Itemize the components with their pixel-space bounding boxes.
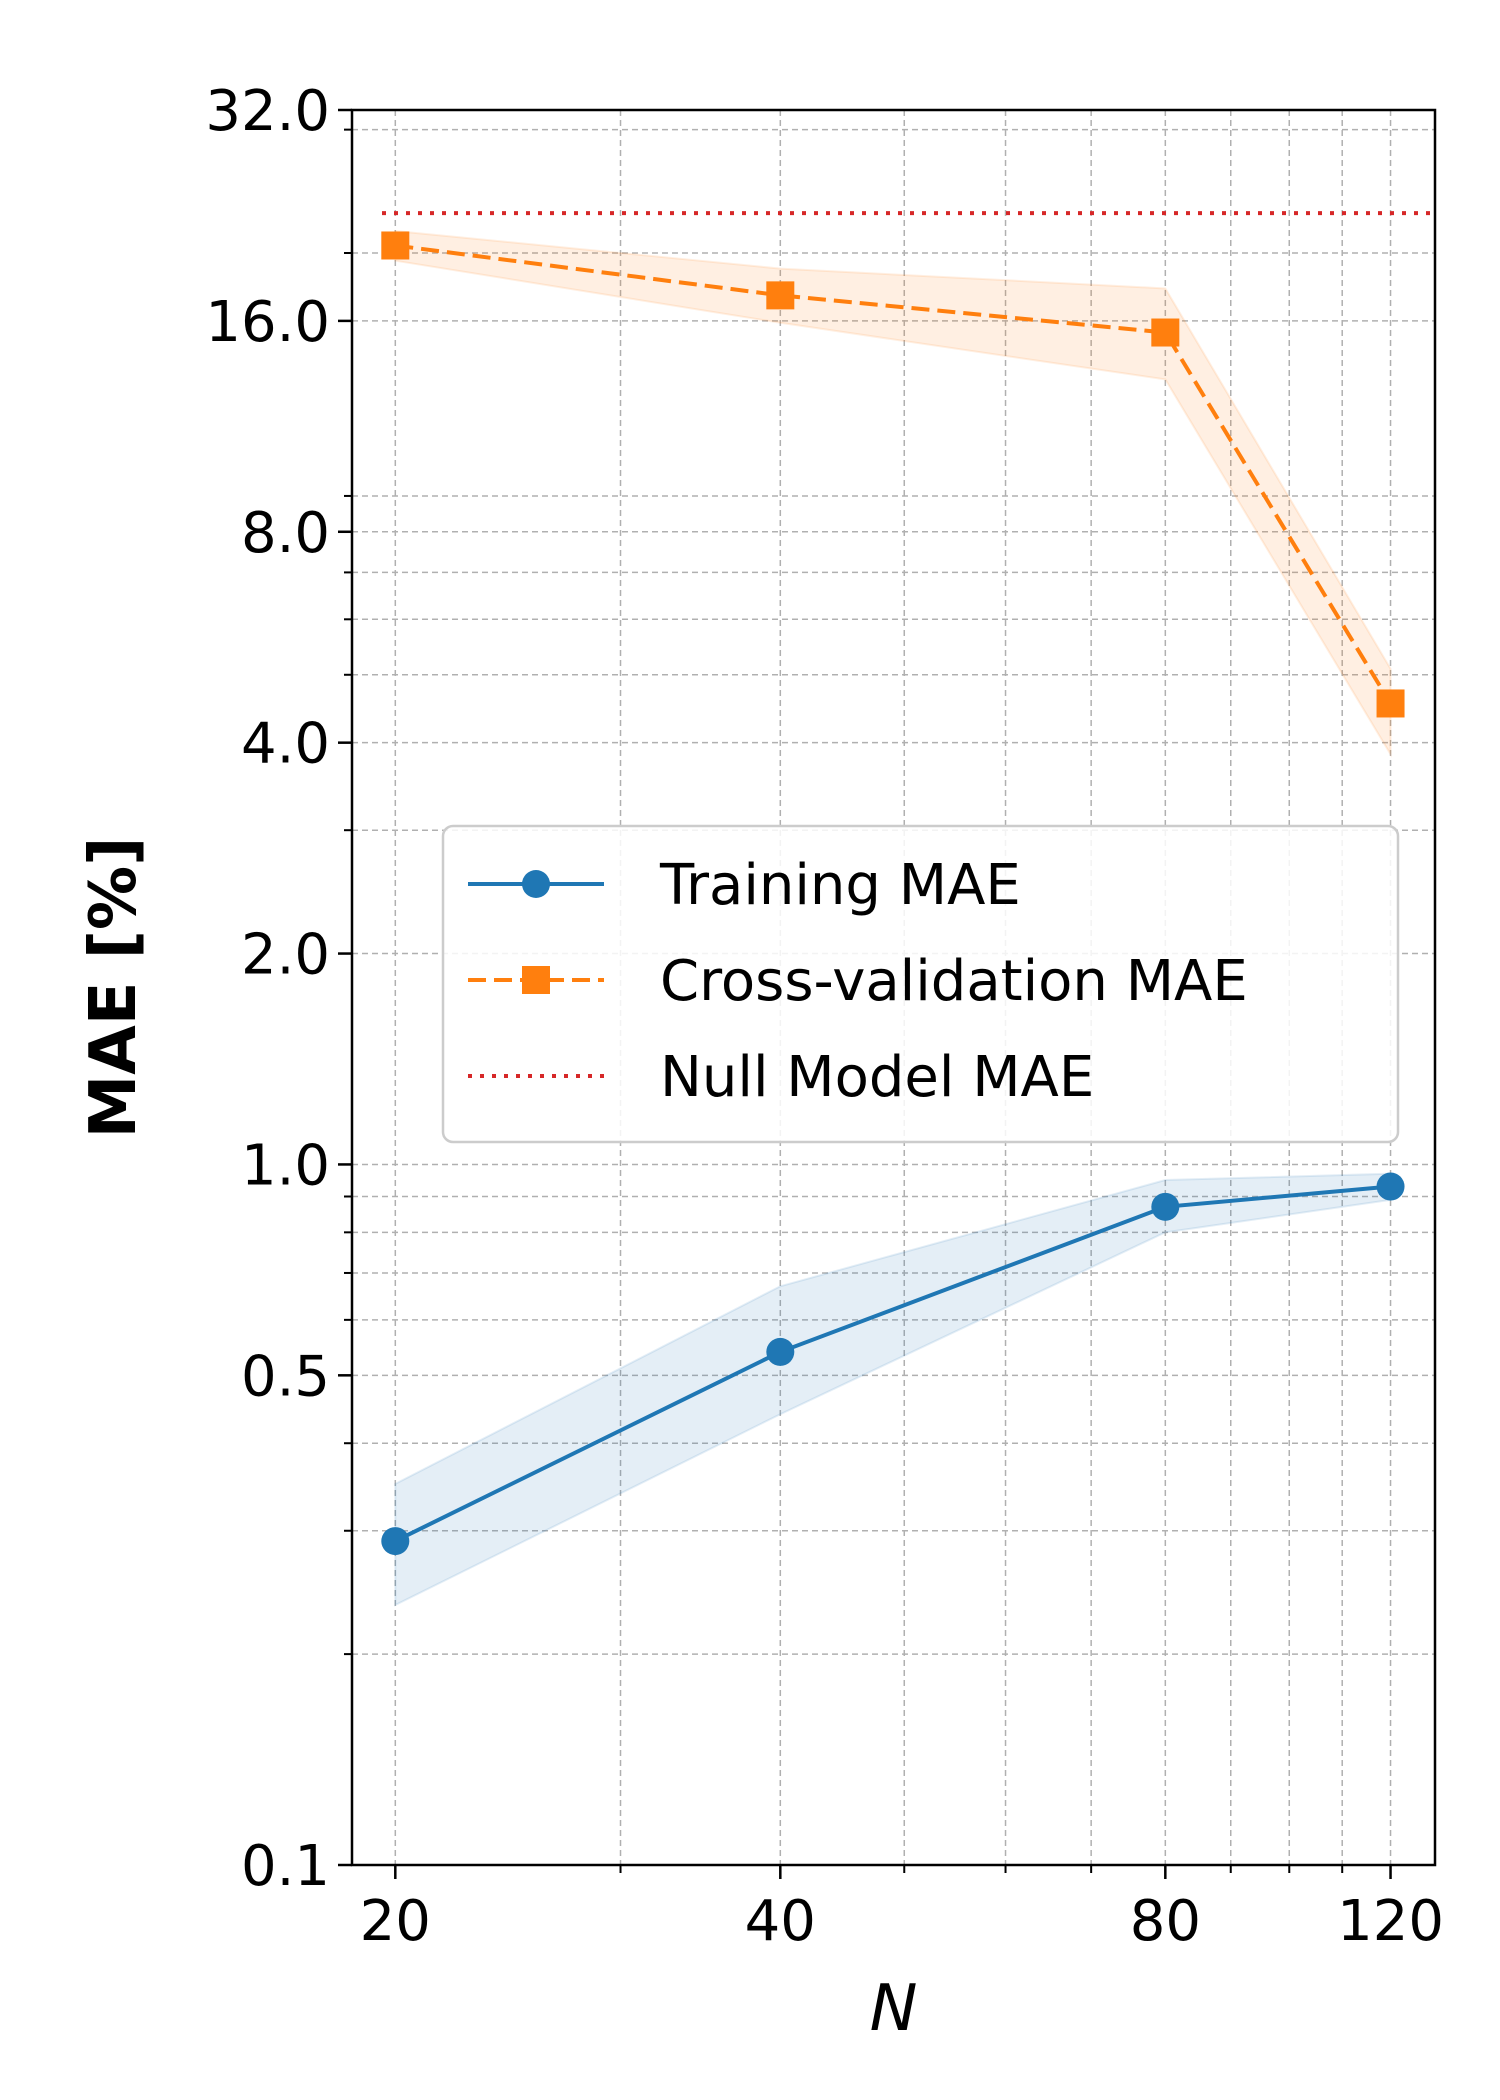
y-tick-label: 1.0: [241, 1133, 330, 1198]
y-tick-label: 8.0: [241, 501, 330, 566]
legend-label: Null Model MAE: [660, 1045, 1094, 1110]
plot-frame: [350, 108, 1437, 1867]
y-tick-label: 4.0: [241, 712, 330, 777]
x-tick-label: 20: [360, 1889, 431, 1954]
legend-box: [441, 824, 1400, 1144]
y-tick-label: 16.0: [205, 290, 330, 355]
x-tick-label: 120: [1337, 1889, 1444, 1954]
x-tick-label: 80: [1130, 1889, 1201, 1954]
training-mae-band: [394, 1172, 1392, 1607]
cross-validation-mae-point: [1151, 318, 1180, 347]
series-markers: [381, 231, 1405, 1556]
y-tick-label: 32.0: [205, 79, 330, 144]
training-mae-point: [1151, 1192, 1180, 1221]
y-axis-title: MAE [%]: [77, 837, 151, 1139]
cross-validation-mae-point: [766, 281, 795, 310]
legend: Training MAE Cross-validation MAE Null Mod…: [441, 824, 1400, 1144]
cross-validation-mae-point: [381, 231, 410, 260]
x-axis-title: N: [870, 1972, 918, 2046]
legend-label: Cross-validation MAE: [660, 949, 1248, 1014]
cross-validation-mae-line: [395, 243, 1393, 705]
axis-ticks: 20 40 80 120 0.1 0.5 1.0 2.0 4.0 8.0 16.0 32.0: [205, 79, 1444, 1954]
y-tick-label: 2.0: [241, 923, 330, 988]
cross-validation-mae-point: [1376, 689, 1405, 718]
training-mae-point: [766, 1337, 795, 1366]
cross-validation-mae-band: [394, 229, 1392, 758]
training-mae-point: [1376, 1172, 1405, 1201]
x-tick-label: 40: [745, 1889, 816, 1954]
y-tick-label: 0.5: [241, 1344, 330, 1409]
legend-marker-cross-validation-mae: [522, 966, 550, 994]
series-lines: [382, 211, 1430, 1543]
y-tick-label: 0.1: [241, 1834, 330, 1899]
legend-label: Training MAE: [659, 853, 1021, 918]
training-mae-point: [381, 1527, 410, 1556]
legend-marker-training-mae: [522, 870, 550, 898]
training-mae-line: [394, 1184, 1391, 1543]
